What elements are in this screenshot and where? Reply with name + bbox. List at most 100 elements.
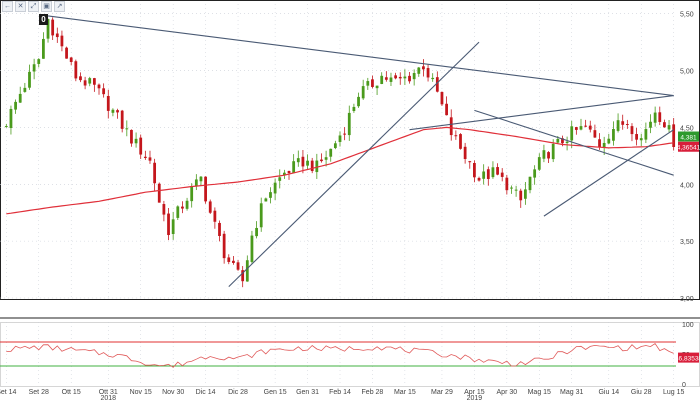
candle-body bbox=[120, 110, 124, 129]
candle-body bbox=[565, 141, 569, 144]
candle-body bbox=[551, 143, 555, 160]
candle-body bbox=[273, 182, 277, 194]
candle-body bbox=[69, 57, 73, 62]
candle-body bbox=[213, 210, 217, 222]
trendline bbox=[409, 95, 674, 131]
candle-body bbox=[102, 88, 106, 95]
oscillator-value-tag-box bbox=[678, 352, 699, 363]
candle-body bbox=[125, 128, 129, 130]
candle-body bbox=[491, 167, 495, 178]
grid-layer bbox=[0, 0, 700, 387]
candle-body bbox=[612, 128, 615, 141]
candle-body bbox=[92, 78, 96, 85]
trendline bbox=[47, 15, 674, 97]
candle-body bbox=[357, 96, 360, 107]
candle-body bbox=[510, 187, 513, 189]
year-label: 2019 bbox=[467, 395, 483, 400]
candle-body bbox=[306, 160, 309, 166]
candle-body bbox=[227, 257, 231, 262]
x-tick-label: Mar 15 bbox=[394, 389, 416, 396]
candle-body bbox=[55, 33, 59, 38]
candle-body bbox=[171, 219, 175, 235]
candle-body bbox=[9, 108, 13, 128]
candle-body bbox=[454, 135, 458, 137]
x-tick-label: Ott 15 bbox=[62, 389, 81, 396]
candle-body bbox=[190, 186, 194, 202]
candle-body bbox=[375, 85, 379, 89]
candle-body bbox=[625, 124, 629, 126]
candle-body bbox=[259, 203, 263, 228]
draw-line-icon[interactable]: ↗ bbox=[54, 1, 65, 12]
candle-body bbox=[371, 79, 374, 87]
candle-body bbox=[208, 201, 212, 213]
candle-body bbox=[658, 112, 662, 122]
candle-body bbox=[292, 161, 296, 174]
expand-icon[interactable]: ⤢ bbox=[28, 1, 39, 12]
chart-toolbar: ← ✕ ⤢ ▣ ↗ bbox=[2, 1, 65, 12]
candle-body bbox=[542, 150, 546, 159]
candle-body bbox=[449, 117, 453, 136]
overlay-layer bbox=[6, 15, 674, 288]
candle-body bbox=[352, 106, 356, 111]
candle-body bbox=[602, 142, 606, 148]
price-tick-label: 4,50 bbox=[680, 125, 694, 132]
candle-body bbox=[181, 206, 184, 209]
x-tick-label: Nov 30 bbox=[162, 389, 184, 396]
candle-body bbox=[463, 146, 467, 160]
candle-body bbox=[60, 35, 64, 47]
candle-body bbox=[130, 129, 133, 144]
x-tick-label: Dic 14 bbox=[196, 389, 216, 396]
oscillator-value-tag-text: 46,83538 bbox=[675, 356, 700, 363]
candle-body bbox=[394, 75, 398, 79]
x-tick-label: Feb 14 bbox=[329, 389, 351, 396]
tags-layer: 4,381 4,36541 46,83538 bbox=[675, 131, 700, 363]
price-tick-label: 5,00 bbox=[680, 69, 694, 76]
candle-body bbox=[167, 213, 170, 236]
candle-body bbox=[408, 75, 411, 82]
candle-body bbox=[65, 47, 68, 59]
indicator-badge: 0 bbox=[39, 14, 48, 25]
candle-body bbox=[403, 76, 407, 79]
candle-body bbox=[287, 170, 291, 174]
candle-body bbox=[51, 19, 55, 36]
candle-body bbox=[97, 84, 101, 89]
candle-body bbox=[329, 148, 333, 157]
oscillator-panel-frame bbox=[0, 322, 700, 387]
candle-body bbox=[143, 156, 147, 158]
x-tick-label: Feb 28 bbox=[362, 389, 384, 396]
candle-body bbox=[222, 233, 226, 259]
candle-body bbox=[88, 78, 92, 84]
candle-body bbox=[347, 112, 351, 136]
candle-body bbox=[366, 81, 370, 86]
candle-body bbox=[496, 167, 499, 175]
price-tick-label: 3,50 bbox=[680, 239, 694, 246]
candle-body bbox=[528, 176, 532, 191]
candle-body bbox=[139, 137, 143, 155]
candle-body bbox=[185, 200, 189, 209]
candle-body bbox=[574, 127, 578, 130]
candle-body bbox=[380, 75, 384, 84]
back-arrow-icon[interactable]: ← bbox=[2, 1, 13, 12]
x-tick-label: Apr 30 bbox=[497, 389, 518, 396]
candle-body bbox=[116, 110, 119, 113]
oscillator-layer bbox=[0, 341, 676, 368]
x-tick-label: Gen 15 bbox=[264, 389, 287, 396]
candle-body bbox=[14, 101, 17, 110]
candle-body bbox=[23, 87, 27, 92]
window-icon[interactable]: ▣ bbox=[41, 1, 52, 12]
x-tick-label: Dic 28 bbox=[228, 389, 248, 396]
candle-body bbox=[653, 112, 657, 123]
candle-body bbox=[28, 71, 31, 88]
candle-body bbox=[635, 134, 638, 140]
candle-body bbox=[426, 68, 430, 78]
candle-body bbox=[561, 138, 564, 144]
candle-body bbox=[598, 139, 601, 148]
close-icon[interactable]: ✕ bbox=[15, 1, 26, 12]
candle-body bbox=[162, 204, 166, 215]
candle-body bbox=[111, 109, 115, 113]
candle-body bbox=[422, 66, 425, 70]
candle-body bbox=[486, 169, 490, 179]
candle-body bbox=[83, 80, 87, 86]
